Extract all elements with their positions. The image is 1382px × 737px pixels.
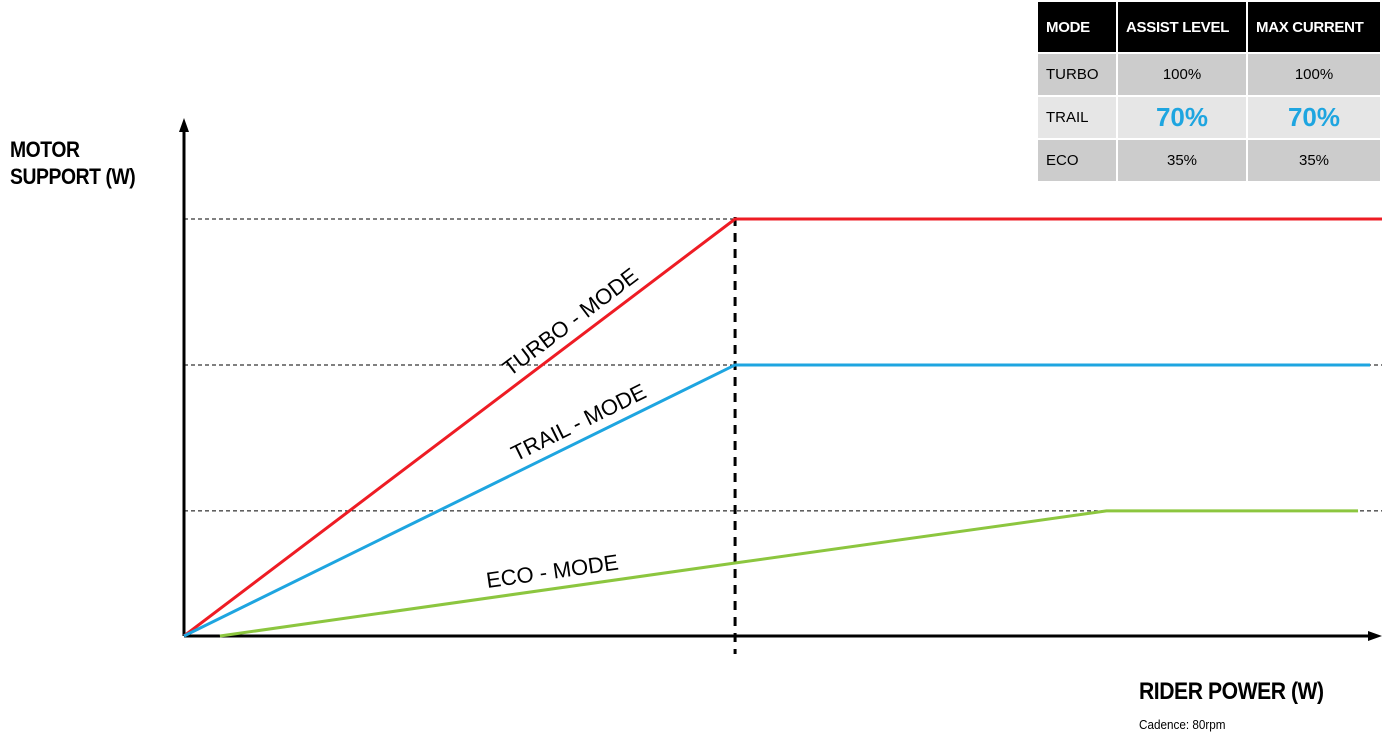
cadence-note: Cadence: 80rpm [1139,717,1226,732]
y-axis-label: MOTOR SUPPORT (W) [10,136,142,190]
row-mode: TRAIL [1038,95,1118,139]
row-mode: TURBO [1038,52,1118,96]
header-mode: MODE [1038,2,1118,53]
table-row: TRAIL 70% 70% [1038,95,1382,139]
header-max-current: MAX CURRENT [1247,2,1382,53]
series-label: TRAIL - MODE [507,379,650,466]
table-row: TURBO 100% 100% [1038,52,1382,96]
row-mode: ECO [1038,138,1118,181]
series-line-eco [219,509,1359,638]
y-axis-arrow [179,118,189,132]
row-assist: 70% [1117,95,1248,139]
header-assist-level: ASSIST LEVEL [1117,2,1248,53]
series-label: TURBO - MODE [498,263,643,381]
series-lines [183,217,1382,638]
x-axis-label: RIDER POWER (W) [1139,678,1324,705]
reference-lines [184,217,1382,654]
mode-table: MODE ASSIST LEVEL MAX CURRENT TURBO 100%… [1038,2,1382,181]
table-row: ECO 35% 35% [1038,138,1382,181]
row-current: 35% [1247,138,1382,181]
axes [179,118,1382,641]
series-line-turbo [183,217,1382,638]
row-current: 100% [1247,52,1382,96]
series-label: ECO - MODE [485,550,620,593]
table-header-row: MODE ASSIST LEVEL MAX CURRENT [1038,2,1382,53]
row-current: 70% [1247,95,1382,139]
series-line-trail [183,363,1371,638]
y-axis-label-text: MOTOR SUPPORT (W) [10,137,136,189]
row-assist: 35% [1117,138,1248,181]
x-axis-arrow [1368,631,1382,641]
row-assist: 100% [1117,52,1248,96]
